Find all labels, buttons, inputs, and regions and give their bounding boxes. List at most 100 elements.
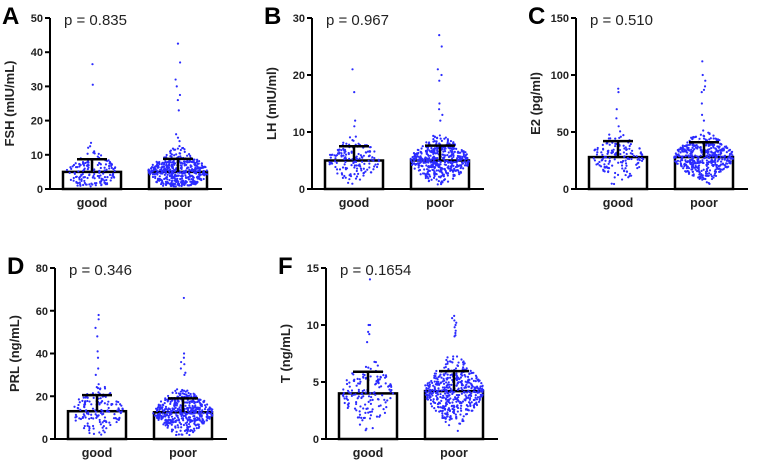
data-point bbox=[371, 156, 374, 159]
data-point bbox=[206, 408, 209, 411]
data-point bbox=[97, 391, 100, 394]
data-point bbox=[78, 178, 81, 181]
data-point bbox=[192, 427, 196, 430]
data-point bbox=[611, 164, 614, 167]
data-point bbox=[599, 165, 603, 168]
data-point bbox=[158, 175, 161, 178]
data-point bbox=[179, 392, 182, 396]
data-point bbox=[463, 398, 467, 401]
data-point bbox=[179, 155, 182, 158]
data-point bbox=[173, 399, 177, 402]
data-point bbox=[452, 164, 455, 167]
data-point bbox=[158, 179, 161, 182]
data-point bbox=[437, 175, 441, 178]
data-point bbox=[470, 377, 473, 380]
data-point bbox=[169, 402, 172, 406]
data-point bbox=[455, 417, 458, 420]
data-point bbox=[74, 416, 77, 419]
data-point bbox=[103, 166, 106, 169]
data-point bbox=[343, 397, 346, 400]
data-point bbox=[357, 390, 360, 393]
data-point bbox=[362, 395, 365, 398]
data-point bbox=[357, 142, 360, 145]
data-point bbox=[98, 418, 101, 422]
data-point bbox=[184, 174, 187, 177]
data-point bbox=[469, 369, 472, 373]
data-point bbox=[455, 321, 458, 324]
data-point bbox=[686, 141, 689, 144]
data-point bbox=[367, 323, 370, 327]
p-value-annotation: p = 0.967 bbox=[326, 12, 389, 29]
data-point bbox=[440, 73, 443, 77]
data-point bbox=[89, 185, 92, 188]
data-point bbox=[412, 162, 415, 165]
data-point bbox=[436, 393, 440, 396]
data-point bbox=[358, 178, 362, 181]
data-point bbox=[205, 403, 209, 406]
data-point bbox=[438, 134, 441, 137]
data-point bbox=[89, 145, 92, 148]
data-point bbox=[719, 149, 722, 152]
data-point bbox=[458, 173, 461, 176]
data-point bbox=[607, 170, 610, 173]
x-tick-label: poor bbox=[164, 196, 192, 210]
data-point bbox=[98, 420, 101, 424]
data-point bbox=[92, 432, 96, 435]
data-point bbox=[612, 148, 615, 151]
data-point bbox=[360, 155, 363, 158]
data-point bbox=[442, 373, 445, 376]
data-point bbox=[91, 392, 95, 395]
data-point bbox=[674, 152, 677, 155]
data-point bbox=[478, 395, 482, 399]
data-point bbox=[340, 149, 343, 152]
data-point bbox=[364, 411, 367, 414]
data-point bbox=[368, 333, 371, 336]
data-point bbox=[96, 415, 99, 418]
data-point bbox=[441, 414, 444, 417]
data-point bbox=[357, 172, 360, 175]
data-point bbox=[154, 407, 158, 410]
data-point bbox=[443, 388, 446, 391]
data-point bbox=[698, 137, 701, 140]
data-point bbox=[334, 157, 337, 160]
data-point bbox=[469, 402, 472, 405]
data-point bbox=[377, 405, 381, 408]
data-point bbox=[76, 166, 79, 169]
data-point bbox=[78, 165, 81, 168]
data-point bbox=[460, 386, 463, 390]
data-point bbox=[466, 375, 470, 378]
data-point bbox=[352, 161, 355, 164]
data-point bbox=[175, 391, 178, 395]
data-point bbox=[189, 169, 193, 172]
data-point bbox=[427, 387, 430, 390]
data-point bbox=[442, 382, 446, 385]
data-point bbox=[428, 381, 431, 384]
data-point bbox=[702, 129, 705, 132]
data-point bbox=[99, 387, 102, 390]
data-point bbox=[596, 151, 599, 154]
data-point bbox=[426, 148, 429, 151]
data-point bbox=[679, 151, 682, 154]
data-point bbox=[439, 409, 442, 413]
data-point bbox=[91, 407, 95, 410]
data-point bbox=[183, 429, 187, 432]
data-point bbox=[601, 153, 604, 157]
data-point bbox=[461, 400, 465, 403]
p-value-annotation: p = 0.346 bbox=[69, 262, 132, 279]
data-point bbox=[196, 406, 199, 409]
data-point bbox=[455, 355, 459, 358]
p-value-annotation: p = 0.835 bbox=[64, 12, 127, 29]
data-point bbox=[195, 416, 199, 419]
data-point bbox=[108, 173, 112, 176]
data-point bbox=[710, 161, 713, 164]
data-point bbox=[86, 424, 89, 427]
data-point bbox=[429, 392, 432, 395]
y-axis-label: PRL (ng/mL) bbox=[7, 315, 22, 392]
data-point bbox=[694, 135, 698, 138]
data-point bbox=[617, 87, 620, 90]
data-point bbox=[436, 390, 439, 393]
data-point bbox=[442, 377, 445, 380]
data-point bbox=[103, 419, 106, 422]
data-point bbox=[112, 417, 116, 420]
data-point bbox=[376, 398, 380, 401]
